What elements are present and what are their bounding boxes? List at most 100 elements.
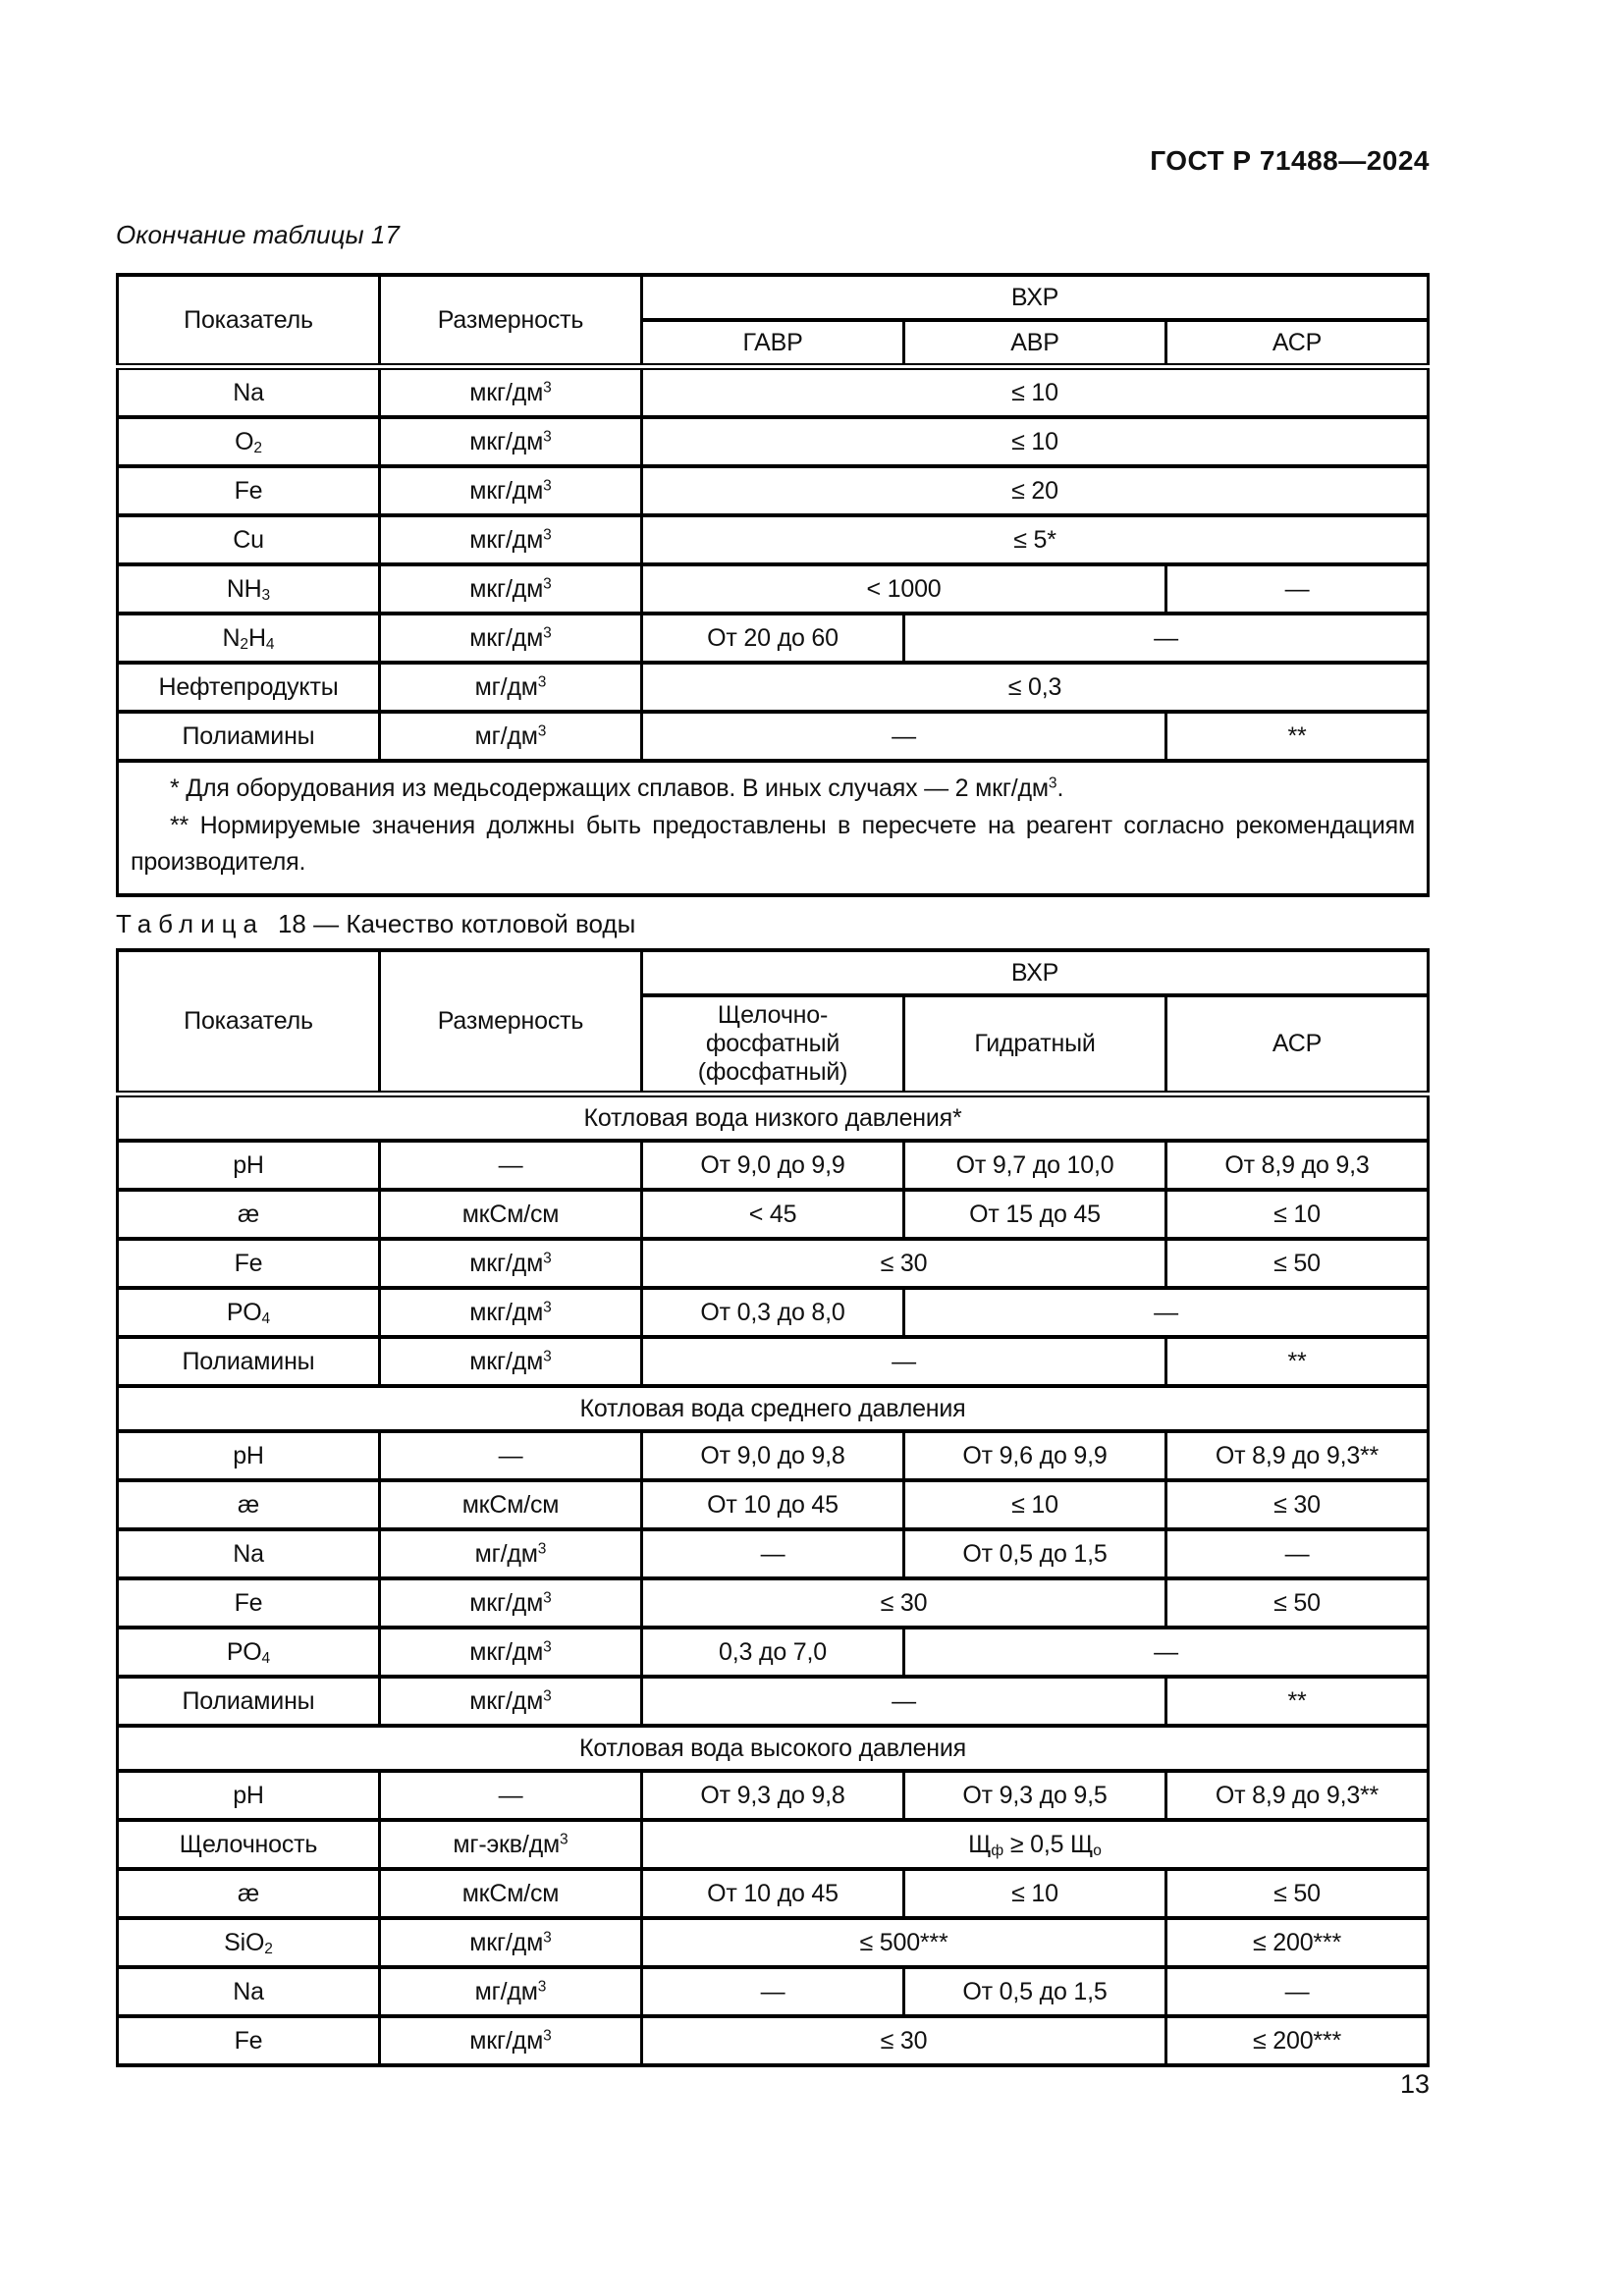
table-cell: — [378, 1139, 643, 1192]
column-header-indicator: Показатель [116, 948, 381, 1097]
table-cell: ** [1164, 1335, 1430, 1388]
section-row: Котловая вода низкого давления* [116, 1092, 1430, 1143]
section-header-cell: Котловая вода низкого давления* [116, 1092, 1430, 1143]
table-row: Na мг/дм3— От 0,5 до 1,5— [116, 1527, 1430, 1580]
table-cell: pH [116, 1139, 381, 1192]
table-cell: — [378, 1769, 643, 1822]
table-cell: Нефтепродукты [116, 661, 381, 714]
table-cell: ≤ 20 [640, 464, 1430, 517]
table-row: pH — От 9,3 до 9,8 От 9,3 до 9,5 От 8,9 до 9… [116, 1769, 1430, 1822]
table-cell: æ [116, 1478, 381, 1531]
table-cell: — [640, 1965, 905, 2018]
table-cell: ≤ 30 [640, 2014, 1167, 2067]
table-cell: Полиамины [116, 1675, 381, 1728]
table18-caption-text: 18 — Качество котловой воды [277, 909, 636, 938]
table-cell: От 0,5 до 1,5 [902, 1527, 1167, 1580]
table-cell: ≤ 500*** [640, 1916, 1167, 1969]
table-row: Cu мкг/дм3 ≤ 5* [116, 513, 1430, 566]
table-cell: Полиамины [116, 710, 381, 763]
table-17: Показатель Размерность ВХР ГАВР АВР АСР … [116, 273, 1430, 897]
table-cell: ≤ 10 [640, 415, 1430, 468]
table-cell: От 0,3 до 8,0 [640, 1286, 905, 1339]
column-header-asr: АСР [1164, 993, 1430, 1097]
table-cell: — [902, 1286, 1430, 1339]
table-cell: ≤ 30 [1164, 1478, 1430, 1531]
header-row-1: Показатель Размерность ВХР [116, 273, 1430, 370]
table-cell: ≤ 200*** [1164, 1916, 1430, 1969]
table18-body: Котловая вода низкого давления* pH — От 9,0… [116, 1092, 1430, 2067]
table-cell: ** [1164, 1675, 1430, 1728]
table-cell: ≤ 10 [902, 1867, 1167, 1920]
table-cell: ≤ 10 [640, 364, 1430, 419]
table-cell: Na [116, 1965, 381, 2018]
table-cell: Fe [116, 2014, 381, 2067]
table-row: Na мг/дм3— От 0,5 до 1,5— [116, 1965, 1430, 2018]
footnotes-cell: * Для оборудования из медьсодержащих спл… [116, 759, 1430, 897]
table-cell: От 9,0 до 9,8 [640, 1429, 905, 1482]
table-cell: мкСм/см [378, 1867, 643, 1920]
table-cell: ≤ 30 [640, 1237, 1167, 1290]
header-row-2: Щелочно-фосфатный (фосфатный) Гидратный … [118, 993, 1430, 1097]
table-cell: — [1164, 1527, 1430, 1580]
section-header-cell: Котловая вода среднего давления [116, 1384, 1430, 1433]
table17-body: Na мкг/дм3 ≤ 10 O2 мкг/дм3 ≤ 10 Fe мкг/дм3 ≤ 20 C… [116, 364, 1430, 897]
doc-code: ГОСТ Р 71488—2024 [1150, 145, 1430, 176]
column-header-dimension: Размерность [378, 948, 643, 1097]
table-cell: мкСм/см [378, 1478, 643, 1531]
table-cell: O2 [116, 415, 381, 468]
table-cell: мкг/дм3 [378, 1576, 643, 1629]
table-cell: мг/дм3 [378, 710, 643, 763]
table-cell: — [902, 1626, 1430, 1679]
table-cell: — [640, 1527, 905, 1580]
table-row: æ мкСм/см От 10 до 45 ≤ 10 ≤ 30 [116, 1478, 1430, 1531]
table-cell: мкг/дм3 [378, 1237, 643, 1290]
table-row: NH3 мкг/дм3 < 1000— [116, 562, 1430, 615]
table-cell: ≤ 0,3 [640, 661, 1430, 714]
table-cell: От 10 до 45 [640, 1867, 905, 1920]
table-cell: От 10 до 45 [640, 1478, 905, 1531]
column-group-vhr: ВХР [640, 273, 1430, 322]
table-cell: От 9,6 до 9,9 [902, 1429, 1167, 1482]
table-cell: мг/дм3 [378, 661, 643, 714]
table-cell: PO4 [116, 1626, 381, 1679]
table-cell: мкг/дм3 [378, 2014, 643, 2067]
table-row: pH — От 9,0 до 9,9 От 9,7 до 10,0 От 8,9 до … [116, 1139, 1430, 1192]
table-18: Показатель Размерность ВХР Щелочно-фосфа… [116, 948, 1430, 2067]
table-row: æ мкСм/см < 45 От 15 до 45 ≤ 10 [116, 1188, 1430, 1241]
table-cell: Cu [116, 513, 381, 566]
table-cell: От 9,3 до 9,8 [640, 1769, 905, 1822]
table-cell: pH [116, 1429, 381, 1482]
table-row: Fe мкг/дм3 ≤ 30 ≤ 50 [116, 1237, 1430, 1290]
table-row: Fe мкг/дм3 ≤ 20 [116, 464, 1430, 517]
column-header-avr: АВР [902, 318, 1167, 370]
column-header-alkaline-phosphate: Щелочно-фосфатный (фосфатный) [640, 993, 905, 1097]
section-row: Котловая вода среднего давления [116, 1384, 1430, 1433]
table-cell: — [640, 1675, 1167, 1728]
table-cell: От 9,7 до 10,0 [902, 1139, 1167, 1192]
table-cell: æ [116, 1188, 381, 1241]
table-cell: 0,3 до 7,0 [640, 1626, 905, 1679]
table-cell: — [640, 710, 1167, 763]
footnote-text: * Для оборудования из медьсодержащих спл… [170, 774, 1064, 802]
table-cell: PO4 [116, 1286, 381, 1339]
table-cell: — [1164, 1965, 1430, 2018]
table-row: O2 мкг/дм3 ≤ 10 [116, 415, 1430, 468]
table-cell: ≤ 200*** [1164, 2014, 1430, 2067]
header-row-1: Показатель Размерность ВХР [116, 948, 1430, 1097]
table-row: Щелочность мг-экв/дм3 Щф ≥ 0,5 Що [116, 1818, 1430, 1871]
page-number: 13 [1399, 2069, 1430, 2099]
table-cell: ** [1164, 710, 1430, 763]
table-cell: ≤ 50 [1164, 1576, 1430, 1629]
table-cell: мг-экв/дм3 [378, 1818, 643, 1871]
table-cell: мкг/дм3 [378, 513, 643, 566]
column-group-vhr: ВХР [640, 948, 1430, 997]
table-cell: мкг/дм3 [378, 464, 643, 517]
table-cell: мкг/дм3 [378, 1916, 643, 1969]
table-cell: мкг/дм3 [378, 562, 643, 615]
table-cell: Fe [116, 1237, 381, 1290]
table-row: Na мкг/дм3 ≤ 10 [116, 364, 1430, 419]
table-cell: N2H4 [116, 612, 381, 665]
table-cell: мкг/дм3 [378, 1335, 643, 1388]
table-row: SiO2 мкг/дм3 ≤ 500*** ≤ 200*** [116, 1916, 1430, 1969]
table-row: Fe мкг/дм3 ≤ 30 ≤ 200*** [116, 2014, 1430, 2067]
